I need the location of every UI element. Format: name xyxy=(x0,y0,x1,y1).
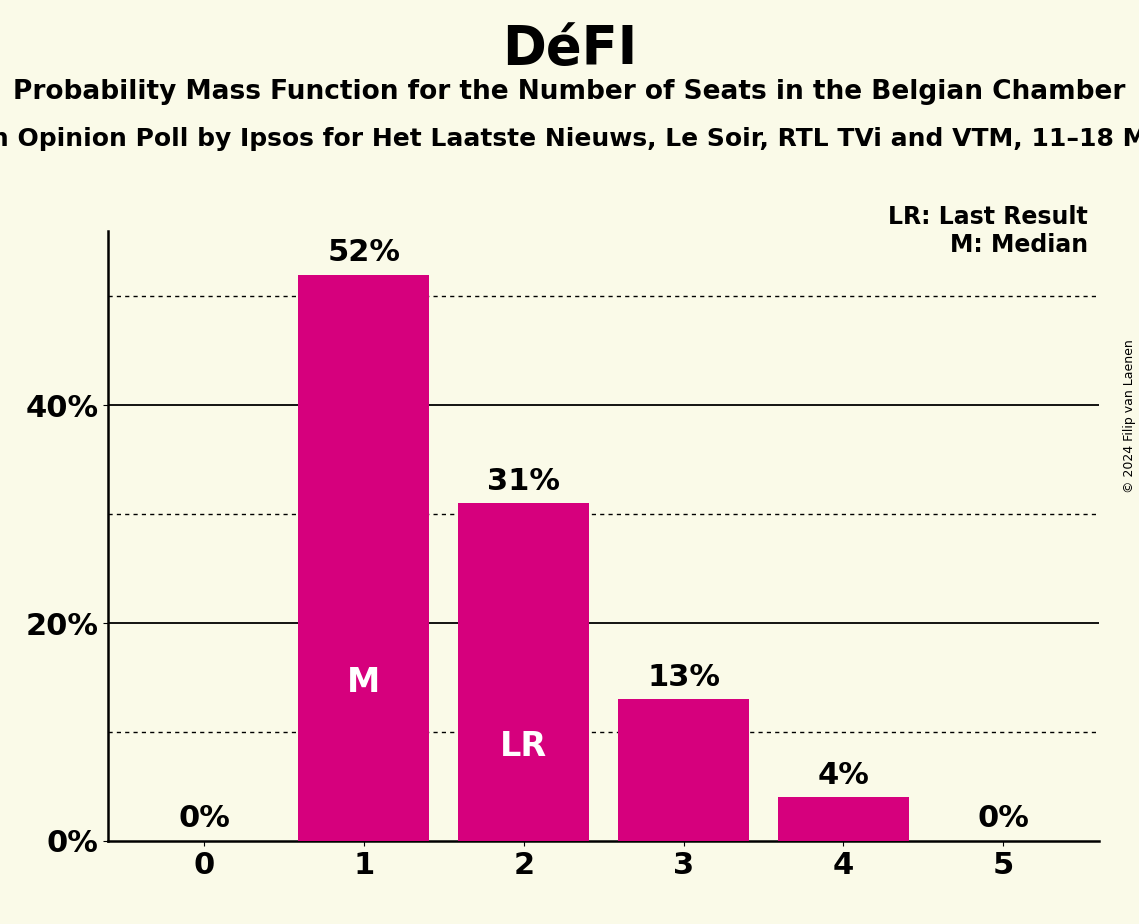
Text: DéFI: DéFI xyxy=(502,23,637,75)
Text: 0%: 0% xyxy=(977,804,1030,833)
Bar xyxy=(458,504,589,841)
Text: 31%: 31% xyxy=(487,467,560,495)
Bar xyxy=(618,699,749,841)
Text: LR: Last Result: LR: Last Result xyxy=(888,205,1088,229)
Text: Probability Mass Function for the Number of Seats in the Belgian Chamber: Probability Mass Function for the Number… xyxy=(14,79,1125,104)
Bar xyxy=(298,274,429,841)
Text: on an Opinion Poll by Ipsos for Het Laatste Nieuws, Le Soir, RTL TVi and VTM, 11: on an Opinion Poll by Ipsos for Het Laat… xyxy=(0,127,1139,151)
Text: LR: LR xyxy=(500,730,548,763)
Text: 4%: 4% xyxy=(818,760,869,790)
Text: M: Median: M: Median xyxy=(950,233,1088,257)
Text: 13%: 13% xyxy=(647,663,720,692)
Bar xyxy=(778,797,909,841)
Text: 52%: 52% xyxy=(327,238,401,267)
Text: M: M xyxy=(347,666,380,699)
Text: 0%: 0% xyxy=(178,804,230,833)
Text: © 2024 Filip van Laenen: © 2024 Filip van Laenen xyxy=(1123,339,1137,492)
